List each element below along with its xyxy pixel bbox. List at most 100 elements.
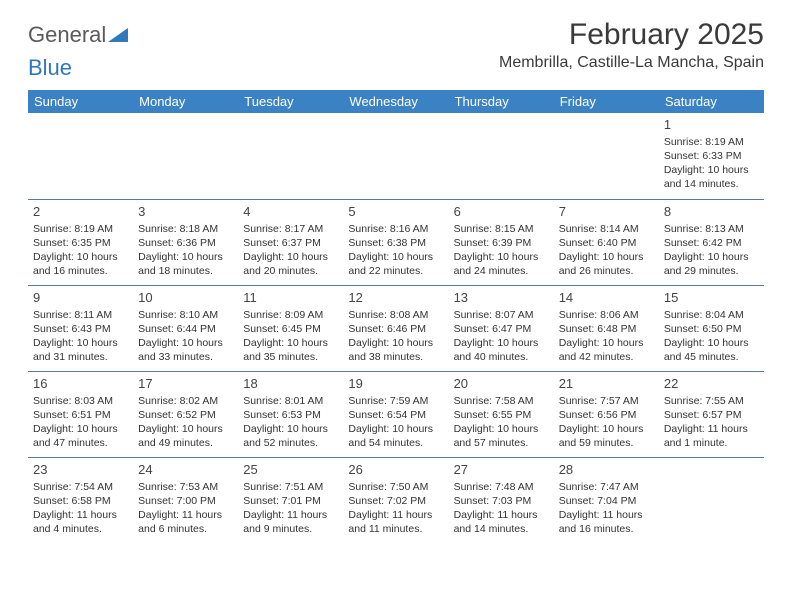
day-info-line: Sunrise: 7:57 AM xyxy=(559,394,654,408)
week-row: 16Sunrise: 8:03 AMSunset: 6:51 PMDayligh… xyxy=(28,371,764,457)
day-info-line: Sunset: 6:58 PM xyxy=(33,494,128,508)
day-info-line: and 26 minutes. xyxy=(559,264,654,278)
day-cell-empty xyxy=(343,113,448,199)
day-number: 22 xyxy=(664,375,759,393)
day-info-line: Daylight: 11 hours xyxy=(664,422,759,436)
day-info-line: Sunset: 6:36 PM xyxy=(138,236,233,250)
day-number: 6 xyxy=(454,203,549,221)
day-info-line: and 24 minutes. xyxy=(454,264,549,278)
day-info-line: Sunrise: 7:48 AM xyxy=(454,480,549,494)
day-info-line: Daylight: 10 hours xyxy=(664,336,759,350)
day-info-line: Daylight: 10 hours xyxy=(559,422,654,436)
day-number: 24 xyxy=(138,461,233,479)
day-cell-empty xyxy=(238,113,343,199)
day-number: 25 xyxy=(243,461,338,479)
day-cell: 12Sunrise: 8:08 AMSunset: 6:46 PMDayligh… xyxy=(343,286,448,371)
day-info-line: Sunrise: 8:17 AM xyxy=(243,222,338,236)
day-info-line: and 47 minutes. xyxy=(33,436,128,450)
day-info-line: Daylight: 10 hours xyxy=(243,250,338,264)
day-info-line: Sunrise: 8:10 AM xyxy=(138,308,233,322)
weekday-wednesday: Wednesday xyxy=(343,90,448,113)
day-info-line: and 54 minutes. xyxy=(348,436,443,450)
day-cell: 28Sunrise: 7:47 AMSunset: 7:04 PMDayligh… xyxy=(554,458,659,543)
day-info-line: and 6 minutes. xyxy=(138,522,233,536)
day-number: 13 xyxy=(454,289,549,307)
weekday-tuesday: Tuesday xyxy=(238,90,343,113)
day-cell: 14Sunrise: 8:06 AMSunset: 6:48 PMDayligh… xyxy=(554,286,659,371)
day-info-line: Sunrise: 8:06 AM xyxy=(559,308,654,322)
day-info-line: Sunset: 6:53 PM xyxy=(243,408,338,422)
day-info-line: Daylight: 10 hours xyxy=(559,336,654,350)
day-info-line: Daylight: 10 hours xyxy=(559,250,654,264)
day-info-line: Sunset: 6:51 PM xyxy=(33,408,128,422)
day-info-line: and 52 minutes. xyxy=(243,436,338,450)
day-number: 16 xyxy=(33,375,128,393)
day-info-line: Sunrise: 7:59 AM xyxy=(348,394,443,408)
weekday-saturday: Saturday xyxy=(659,90,764,113)
day-cell-empty xyxy=(28,113,133,199)
day-number: 18 xyxy=(243,375,338,393)
logo-line1: General xyxy=(28,22,106,47)
day-info-line: Sunrise: 8:15 AM xyxy=(454,222,549,236)
day-info-line: and 42 minutes. xyxy=(559,350,654,364)
day-info-line: and 11 minutes. xyxy=(348,522,443,536)
day-info-line: and 1 minute. xyxy=(664,436,759,450)
day-number: 10 xyxy=(138,289,233,307)
day-info-line: Sunset: 6:42 PM xyxy=(664,236,759,250)
day-cell-empty xyxy=(133,113,238,199)
day-info-line: Sunset: 6:47 PM xyxy=(454,322,549,336)
day-info-line: Daylight: 10 hours xyxy=(664,250,759,264)
day-cell: 7Sunrise: 8:14 AMSunset: 6:40 PMDaylight… xyxy=(554,200,659,285)
day-info-line: and 59 minutes. xyxy=(559,436,654,450)
header: General Blue February 2025 Membrilla, Ca… xyxy=(28,18,764,80)
day-info-line: Sunset: 6:40 PM xyxy=(559,236,654,250)
day-number: 14 xyxy=(559,289,654,307)
day-number: 28 xyxy=(559,461,654,479)
day-info-line: Daylight: 10 hours xyxy=(348,336,443,350)
day-number: 20 xyxy=(454,375,549,393)
day-info-line: Daylight: 11 hours xyxy=(243,508,338,522)
day-info-line: Daylight: 10 hours xyxy=(454,336,549,350)
day-info-line: Sunset: 6:48 PM xyxy=(559,322,654,336)
day-cell: 26Sunrise: 7:50 AMSunset: 7:02 PMDayligh… xyxy=(343,458,448,543)
day-number: 3 xyxy=(138,203,233,221)
day-info-line: Daylight: 10 hours xyxy=(348,422,443,436)
day-cell: 18Sunrise: 8:01 AMSunset: 6:53 PMDayligh… xyxy=(238,372,343,457)
day-info-line: Daylight: 10 hours xyxy=(243,336,338,350)
day-number: 21 xyxy=(559,375,654,393)
day-info-line: Sunset: 6:44 PM xyxy=(138,322,233,336)
day-number: 9 xyxy=(33,289,128,307)
day-cell: 3Sunrise: 8:18 AMSunset: 6:36 PMDaylight… xyxy=(133,200,238,285)
weeks-container: 1Sunrise: 8:19 AMSunset: 6:33 PMDaylight… xyxy=(28,113,764,543)
week-row: 1Sunrise: 8:19 AMSunset: 6:33 PMDaylight… xyxy=(28,113,764,199)
day-info-line: Sunset: 6:39 PM xyxy=(454,236,549,250)
day-info-line: Sunrise: 7:58 AM xyxy=(454,394,549,408)
day-info-line: and 22 minutes. xyxy=(348,264,443,278)
day-info-line: Daylight: 10 hours xyxy=(138,250,233,264)
day-info-line: Sunrise: 7:55 AM xyxy=(664,394,759,408)
day-info-line: Sunset: 6:33 PM xyxy=(664,149,759,163)
day-info-line: Sunset: 6:38 PM xyxy=(348,236,443,250)
day-cell-empty xyxy=(554,113,659,199)
day-info-line: Sunrise: 7:51 AM xyxy=(243,480,338,494)
logo-text-block: General Blue xyxy=(28,24,128,80)
day-info-line: Daylight: 10 hours xyxy=(454,422,549,436)
calendar: SundayMondayTuesdayWednesdayThursdayFrid… xyxy=(28,90,764,543)
day-info-line: Sunrise: 8:19 AM xyxy=(664,135,759,149)
day-info-line: and 57 minutes. xyxy=(454,436,549,450)
day-cell-empty xyxy=(659,458,764,543)
day-info-line: Daylight: 11 hours xyxy=(559,508,654,522)
day-info-line: Sunset: 6:56 PM xyxy=(559,408,654,422)
day-cell: 11Sunrise: 8:09 AMSunset: 6:45 PMDayligh… xyxy=(238,286,343,371)
day-cell: 5Sunrise: 8:16 AMSunset: 6:38 PMDaylight… xyxy=(343,200,448,285)
day-info-line: Sunset: 6:37 PM xyxy=(243,236,338,250)
day-cell: 9Sunrise: 8:11 AMSunset: 6:43 PMDaylight… xyxy=(28,286,133,371)
weekday-header-row: SundayMondayTuesdayWednesdayThursdayFrid… xyxy=(28,90,764,113)
day-info-line: Sunset: 6:46 PM xyxy=(348,322,443,336)
day-number: 7 xyxy=(559,203,654,221)
day-cell: 23Sunrise: 7:54 AMSunset: 6:58 PMDayligh… xyxy=(28,458,133,543)
day-info-line: and 38 minutes. xyxy=(348,350,443,364)
day-info-line: and 16 minutes. xyxy=(33,264,128,278)
day-info-line: Sunset: 6:55 PM xyxy=(454,408,549,422)
day-cell: 27Sunrise: 7:48 AMSunset: 7:03 PMDayligh… xyxy=(449,458,554,543)
